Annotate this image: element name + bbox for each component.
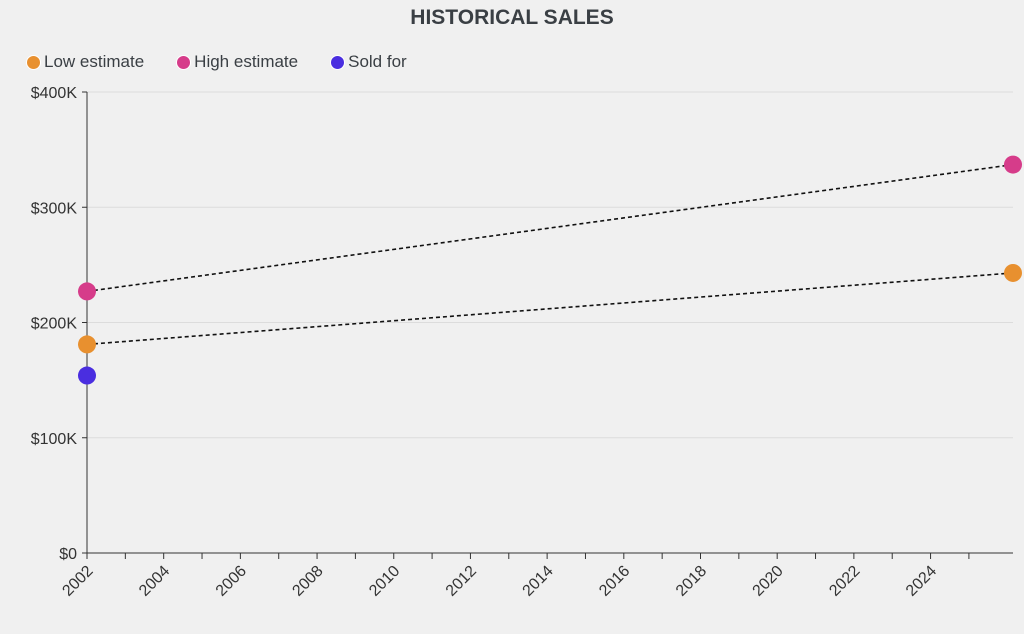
legend: Low estimate High estimate Sold for [26, 52, 407, 72]
y-tick-label: $200K [31, 316, 78, 333]
x-tick-label: 2008 [289, 563, 326, 600]
data-point [1004, 155, 1022, 174]
data-point [78, 366, 96, 385]
trend-line [86, 163, 1014, 293]
y-tick-label: $300K [31, 200, 78, 217]
x-tick-label: 2014 [520, 563, 557, 600]
data-point [78, 282, 96, 301]
y-tick-label: $100K [31, 431, 78, 448]
x-tick-label: 2012 [443, 563, 480, 600]
legend-dot-icon [26, 54, 41, 70]
x-tick-label: 2006 [213, 563, 250, 600]
legend-item[interactable]: High estimate [176, 52, 298, 72]
x-tick-label: 2018 [673, 563, 710, 600]
legend-item[interactable]: Sold for [330, 52, 407, 72]
legend-dot-icon [330, 54, 346, 70]
y-tick-label: $0 [59, 546, 77, 563]
trend-line [86, 272, 1014, 346]
legend-label: Low estimate [44, 52, 145, 71]
x-tick-label: 2016 [596, 563, 633, 600]
legend-label: Sold for [348, 52, 407, 71]
legend-label: High estimate [194, 52, 299, 71]
legend-dot-icon [176, 54, 192, 70]
x-tick-label: 2010 [366, 563, 403, 600]
chart-title: HISTORICAL SALES [410, 6, 614, 29]
x-tick-label: 2020 [750, 563, 787, 600]
data-point [78, 335, 96, 354]
y-tick-label: $400K [31, 85, 78, 102]
legend-item[interactable]: Low estimate [26, 52, 144, 72]
x-tick-label: 2022 [826, 563, 863, 600]
x-tick-label: 2002 [59, 563, 96, 600]
data-point [1004, 263, 1022, 282]
x-tick-label: 2024 [903, 563, 940, 600]
x-tick-label: 2004 [136, 563, 173, 600]
